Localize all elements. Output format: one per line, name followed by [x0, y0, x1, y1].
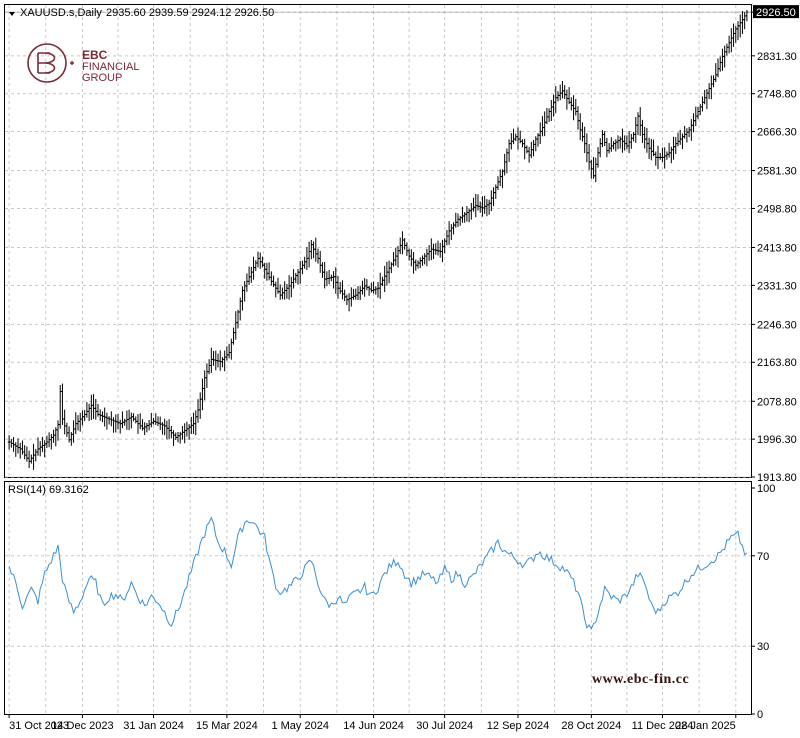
logo-spark-icon	[70, 61, 74, 65]
time-tick-label: 28 Jan 2025	[675, 720, 736, 732]
logo-line3: GROUP	[82, 72, 122, 84]
rsi-line	[8, 516, 748, 631]
current-price-label: 2926.50	[756, 7, 796, 19]
logo-ring-icon	[27, 43, 67, 83]
logo-line2: FINANCIAL	[82, 61, 139, 73]
time-tick-label: 31 Jan 2024	[123, 720, 184, 732]
time-tick-label: 11 Dec 2024	[632, 720, 694, 732]
time-tick-label: 28 Oct 2024	[561, 720, 621, 732]
ohlc-bar	[745, 10, 749, 22]
price-tick-label: 2163.80	[757, 357, 797, 369]
price-tick-label: 2831.30	[757, 51, 797, 63]
price-tick-label: 2331.30	[757, 280, 797, 292]
ohlc-bars	[7, 10, 749, 470]
time-tick-label: 1 May 2024	[271, 720, 328, 732]
rsi-tick-label: 0	[757, 709, 763, 721]
time-tick-label: 15 Mar 2024	[196, 720, 258, 732]
chart-header: XAUUSD.s,Daily 2935.60 2939.59 2924.12 2…	[9, 7, 274, 19]
current-price-marker: 2926.50	[753, 5, 799, 19]
rsi-tick-label: 30	[757, 641, 769, 653]
time-tick-label: 12 Sep 2024	[487, 720, 549, 732]
rsi-tick-label: 70	[757, 551, 769, 563]
rsi-series	[8, 516, 748, 631]
price-tick-label: 2078.80	[757, 396, 797, 408]
price-tick-label: 2246.30	[757, 319, 797, 331]
logo-line1: EBC	[82, 48, 108, 62]
price-tick-label: 2581.30	[757, 166, 797, 178]
time-tick-label: 14 Dec 2023	[51, 720, 113, 732]
time-tick-label: 14 Jun 2024	[343, 720, 404, 732]
ebc-logo: EBC FINANCIAL GROUP	[27, 43, 139, 84]
price-tick-label: 2666.30	[757, 127, 797, 139]
ohlc-readout: 2935.60 2939.59 2924.12 2926.50	[106, 7, 274, 19]
rsi-title: RSI(14) 69.3162	[8, 484, 89, 496]
rsi-tick-label: 100	[757, 483, 775, 495]
time-tick-label: 30 Jul 2024	[416, 720, 473, 732]
symbol-label: XAUUSD.s,Daily	[20, 7, 102, 19]
time-tick-label: 31 Oct 2023	[9, 720, 69, 732]
dropdown-arrow-icon[interactable]	[9, 12, 15, 16]
main-grid	[5, 5, 751, 478]
price-tick-label: 2748.80	[757, 89, 797, 101]
price-axis: 2831.30 2748.80 2666.30 2581.30 2498.80 2413.…	[751, 11, 797, 484]
logo-monogram-icon	[37, 52, 56, 74]
price-tick-label: 1913.80	[757, 472, 797, 484]
watermark-url: www.ebc-fin.cc	[592, 672, 689, 687]
rsi-axis: 100 70 30 0	[751, 483, 775, 721]
price-tick-label: 2498.80	[757, 203, 797, 215]
price-tick-label: 1996.30	[757, 434, 797, 446]
price-tick-label: 2413.80	[757, 242, 797, 254]
